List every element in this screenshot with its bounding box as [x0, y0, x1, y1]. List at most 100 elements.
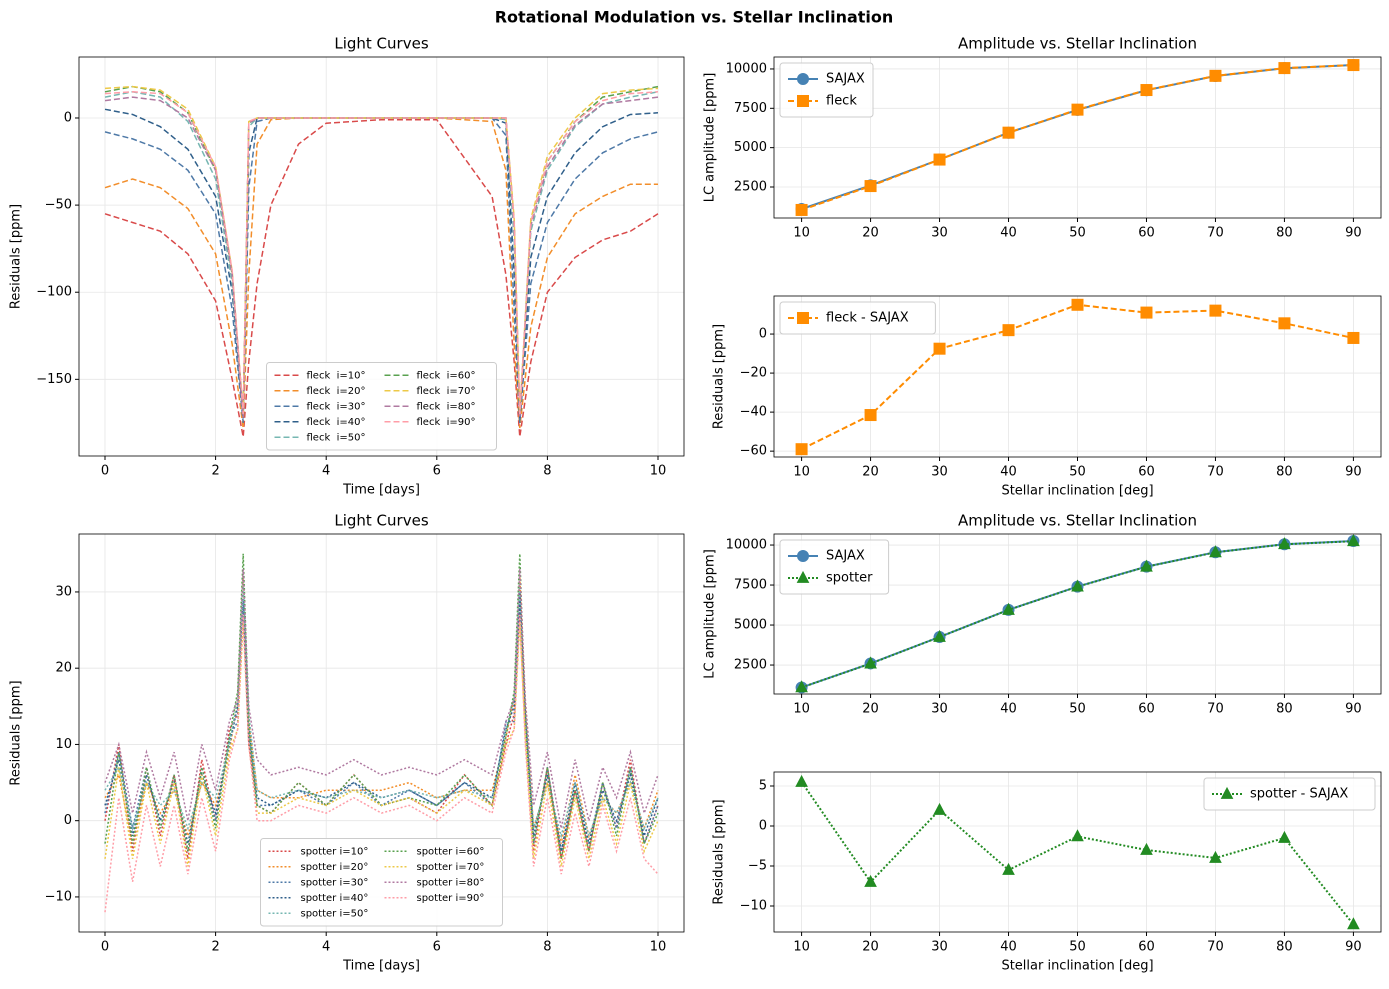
legend-box — [1203, 777, 1376, 811]
legend-label: spotter i=30° — [301, 877, 369, 888]
x-tick-label: 90 — [1345, 465, 1362, 480]
series-line — [104, 118, 659, 437]
panel: 10 20 30 40 50 60 70 80 90 2500 5000 7500 10000 Ampli… — [703, 512, 1382, 717]
x-tick-label: 0 — [101, 940, 109, 955]
marker — [1209, 850, 1222, 863]
marker — [1347, 331, 1360, 344]
plot-area — [795, 298, 1360, 456]
legend-label: fleck i=30° — [307, 401, 366, 412]
legend-label: fleck i=20° — [307, 386, 366, 397]
y-tick-label: −60 — [740, 444, 767, 459]
x-tick-label: 2 — [211, 940, 219, 955]
legend-label: SAJAX — [826, 72, 865, 87]
x-tick-label: 10 — [793, 465, 810, 480]
marker — [797, 73, 809, 85]
series-line — [104, 117, 659, 423]
series-line — [104, 614, 659, 913]
marker — [1071, 579, 1084, 592]
y-tick-label: 5000 — [734, 140, 767, 155]
marker — [864, 409, 877, 422]
y-tick-label: −50 — [45, 198, 72, 213]
axes-frame — [78, 533, 685, 933]
x-tick-label: 70 — [1207, 702, 1224, 717]
marker — [1071, 829, 1084, 842]
legend-label: fleck i=80° — [417, 401, 476, 412]
x-tick-label: 80 — [1276, 702, 1293, 717]
y-tick-label: 10000 — [726, 538, 767, 553]
x-tick-label: 10 — [650, 464, 667, 479]
marker — [1347, 534, 1360, 547]
x-tick-label: 50 — [1069, 226, 1086, 241]
x-tick-label: 60 — [1138, 702, 1155, 717]
marker — [1140, 842, 1153, 855]
marker — [797, 95, 809, 107]
panel: 10 20 30 40 50 60 70 80 90 2500 5000 7500 10000 Ampli… — [703, 35, 1382, 241]
legend-box — [266, 362, 497, 451]
x-tick-label: 20 — [862, 702, 879, 717]
panel: 0 2 4 6 8 10 −10 0 10 20 30 Light Curves Time [days]… — [9, 512, 685, 974]
x-tick-label: 80 — [1276, 940, 1293, 955]
marker — [933, 629, 946, 642]
marker — [1140, 559, 1153, 572]
marker — [1002, 602, 1015, 615]
series-line — [104, 622, 659, 867]
y-tick-label: −40 — [740, 405, 767, 420]
marker — [1209, 304, 1222, 317]
marker — [864, 874, 877, 887]
marker — [797, 312, 809, 324]
legend-label: fleck i=60° — [417, 370, 476, 381]
legend-label: fleck - SAJAX — [826, 311, 909, 326]
legend-label: spotter i=60° — [417, 846, 485, 857]
x-tick-label: 50 — [1069, 465, 1086, 480]
legend-label: fleck i=70° — [417, 386, 476, 397]
legend-label: fleck — [826, 94, 857, 109]
y-tick-label: −150 — [36, 372, 72, 387]
legend-label: spotter — [826, 571, 873, 586]
y-tick-label: −10 — [740, 899, 767, 914]
panel: 10 20 30 40 50 60 70 80 90 −10 −5 0 5 Stellar inclina… — [712, 771, 1382, 974]
plot-area — [795, 534, 1360, 694]
legend: spotter i=10° spotter i=20° spotter i=30° s… — [260, 838, 503, 927]
marker — [864, 180, 877, 193]
legend-label: spotter i=40° — [301, 893, 369, 904]
plot-area — [795, 59, 1360, 216]
y-tick-label: 5000 — [734, 618, 767, 633]
x-tick-label: 40 — [1000, 465, 1017, 480]
series-line — [104, 85, 659, 415]
marker — [1002, 862, 1015, 875]
figure-title: Rotational Modulation vs. Stellar Inclin… — [495, 8, 894, 27]
x-tick-label: 0 — [101, 464, 109, 479]
plot-area — [795, 774, 1360, 930]
x-tick-label: 10 — [793, 702, 810, 717]
series-line — [104, 584, 659, 839]
marker — [795, 443, 808, 456]
legend-label: fleck i=10° — [307, 370, 366, 381]
x-tick-label: 20 — [862, 940, 879, 955]
x-tick-label: 30 — [931, 465, 948, 480]
x-tick-label: 8 — [543, 940, 551, 955]
legend-label: spotter i=90° — [417, 893, 485, 904]
legend-label: spotter i=70° — [417, 862, 485, 873]
x-tick-label: 10 — [793, 940, 810, 955]
x-tick-label: 10 — [650, 940, 667, 955]
x-tick-label: 40 — [1000, 226, 1017, 241]
marker — [1002, 126, 1015, 139]
y-tick-label: −5 — [748, 859, 767, 874]
x-tick-label: 50 — [1069, 940, 1086, 955]
legend: SAJAX spotter — [779, 539, 890, 595]
marker — [933, 153, 946, 166]
y-tick-label: 5 — [759, 779, 767, 794]
y-tick-label: 10 — [55, 737, 72, 752]
x-tick-label: 2 — [211, 464, 219, 479]
x-tick-label: 6 — [433, 940, 441, 955]
y-tick-label: 0 — [759, 327, 767, 342]
marker — [1209, 545, 1222, 558]
x-tick-label: 6 — [433, 464, 441, 479]
axes-frame — [773, 771, 1382, 933]
marker — [1071, 298, 1084, 311]
axes-frame — [773, 56, 1382, 219]
x-tick-label: 4 — [322, 464, 330, 479]
x-axis-label: Stellar inclination [deg] — [1001, 484, 1153, 499]
plot-area — [104, 553, 659, 913]
